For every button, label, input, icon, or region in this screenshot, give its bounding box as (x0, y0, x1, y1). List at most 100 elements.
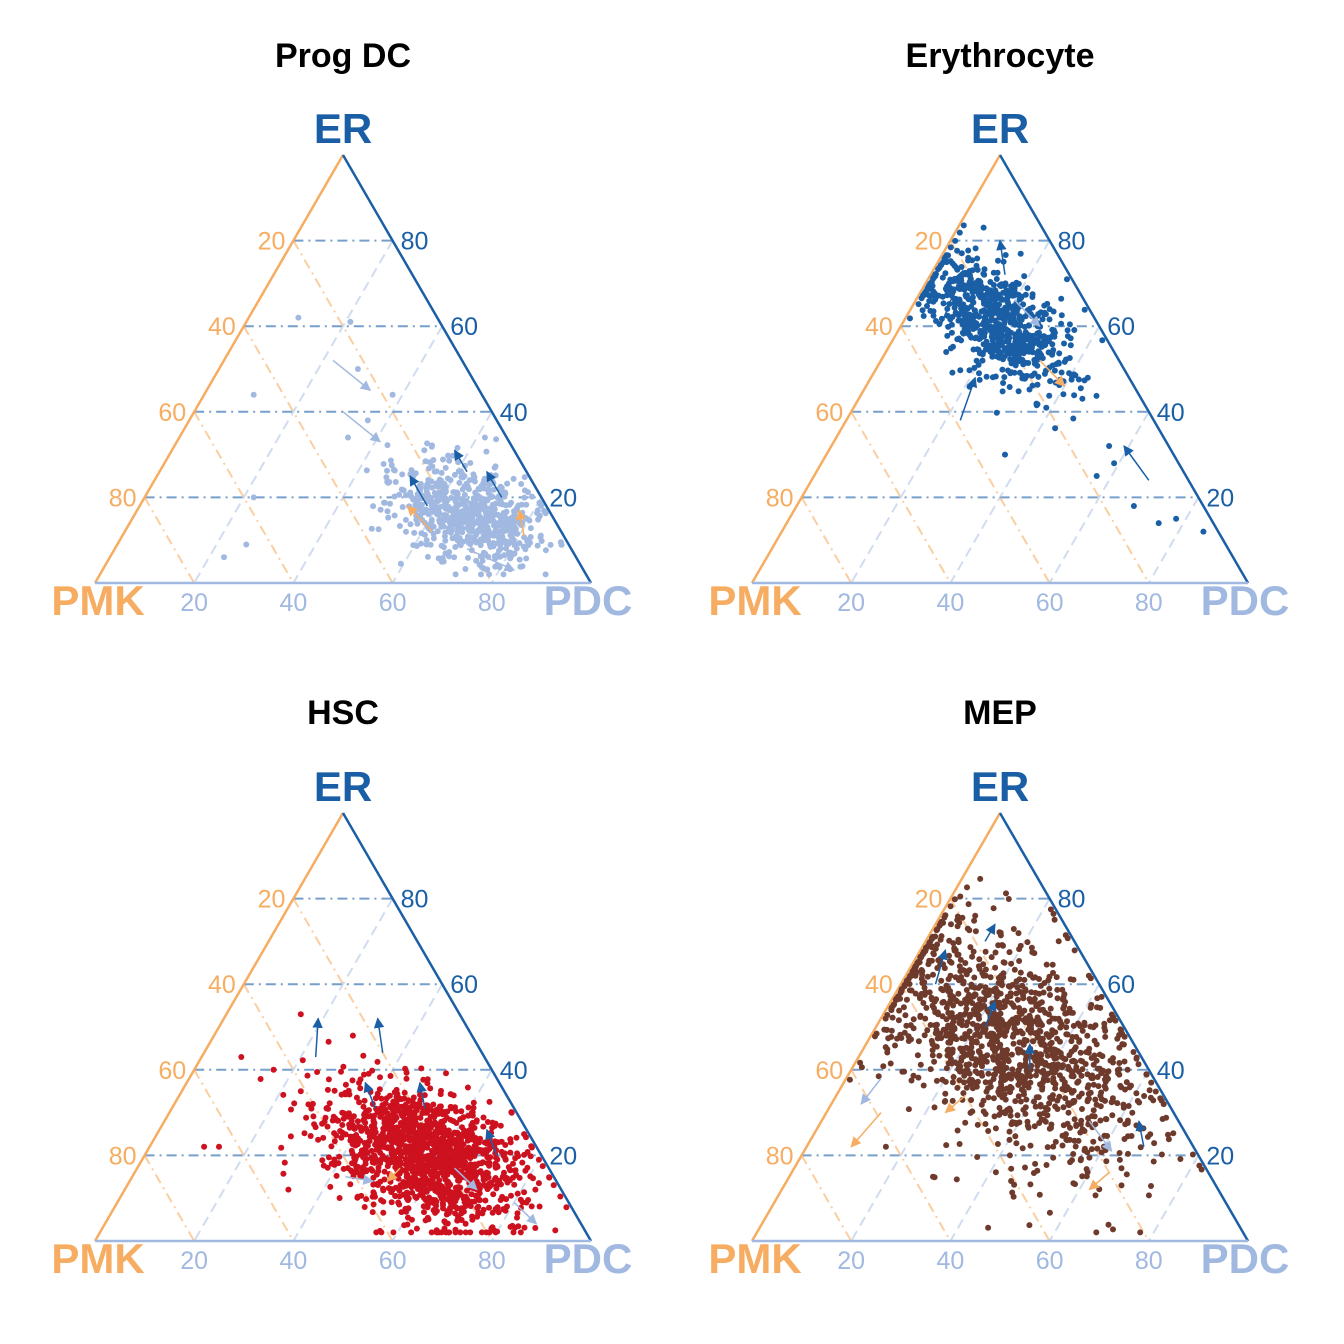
data-point (328, 1143, 335, 1150)
data-point (949, 1035, 956, 1042)
data-point (416, 1101, 423, 1108)
data-point (1000, 942, 1006, 949)
data-point (374, 1058, 381, 1065)
data-point (880, 1063, 887, 1070)
data-point (971, 984, 978, 991)
data-point (1022, 1015, 1029, 1022)
data-point (353, 1094, 360, 1101)
data-point (462, 1220, 469, 1227)
tick-label-er: 20 (549, 1142, 577, 1170)
data-point (410, 1144, 417, 1151)
data-point (996, 1053, 1003, 1060)
data-point-outlier (270, 1066, 277, 1073)
data-point (446, 519, 453, 526)
tick-label-pmk: 80 (109, 1142, 137, 1170)
data-point-outlier (297, 1011, 304, 1018)
data-point (423, 484, 430, 490)
data-point (346, 1124, 353, 1131)
data-point (532, 1186, 539, 1193)
data-point (1018, 314, 1025, 321)
data-point (412, 1138, 419, 1145)
data-point (324, 1164, 331, 1171)
data-point (952, 974, 959, 981)
data-point (377, 506, 384, 513)
data-point (974, 1121, 981, 1128)
data-point (942, 1078, 949, 1085)
panel-hsc: 20 20 20 40 40 40 60 60 60 80 80 80 ER PMK PDC HSC (51, 694, 632, 1282)
data-point (468, 1122, 475, 1129)
data-point (958, 337, 965, 344)
data-point (409, 1168, 416, 1175)
data-point (963, 1005, 970, 1012)
data-point (990, 905, 997, 912)
data-point (538, 502, 545, 509)
data-point (479, 557, 486, 564)
data-point (1070, 1057, 1077, 1064)
velocity-arrow (1135, 1120, 1146, 1147)
data-point (397, 560, 404, 567)
data-point (931, 1058, 938, 1065)
data-point (1084, 1084, 1091, 1091)
data-point (1125, 1133, 1131, 1140)
data-point (1105, 1221, 1112, 1228)
data-point (426, 1156, 433, 1163)
data-point (1049, 961, 1056, 968)
data-point (1006, 384, 1013, 390)
data-point (405, 1097, 412, 1104)
data-point (1088, 1146, 1095, 1153)
data-point (1060, 994, 1067, 1001)
tick-labels: 20 20 20 40 40 40 60 60 60 80 80 80 (109, 228, 577, 617)
data-point (1002, 252, 1009, 258)
data-point (526, 517, 533, 524)
data-point (1062, 1095, 1069, 1102)
data-point (423, 541, 430, 548)
edge-pmk (750, 154, 1002, 584)
data-point (1050, 1154, 1057, 1161)
data-point (484, 1119, 491, 1125)
data-point (1079, 1058, 1086, 1065)
data-point (1060, 391, 1067, 398)
data-point (473, 557, 480, 564)
vertex-label-pmk: PMK (51, 1235, 144, 1282)
data-point (974, 266, 981, 273)
data-point (411, 1133, 418, 1140)
data-point (421, 1131, 428, 1138)
data-point (1066, 1102, 1072, 1109)
data-point (956, 229, 963, 236)
data-point (1052, 1103, 1059, 1110)
data-point (946, 937, 953, 944)
data-point (518, 481, 525, 487)
data-point (884, 1012, 891, 1018)
data-point (1093, 1229, 1100, 1236)
data-point (947, 244, 954, 251)
data-point (483, 1140, 490, 1147)
data-point (442, 1163, 449, 1170)
data-point (386, 479, 393, 485)
data-point (1054, 1097, 1061, 1104)
data-point (420, 1137, 427, 1144)
data-point (391, 1137, 398, 1144)
data-point (431, 468, 438, 475)
data-point (1087, 1089, 1094, 1096)
data-point (1006, 1136, 1013, 1143)
data-point (452, 571, 459, 578)
data-point (527, 1153, 534, 1160)
data-point (339, 1122, 346, 1128)
data-point (502, 1155, 509, 1162)
vertex-label-pdc: PDC (1201, 577, 1290, 624)
data-point (1079, 1173, 1086, 1180)
data-point (1009, 1119, 1016, 1126)
data-point (1020, 995, 1027, 1002)
data-point (481, 501, 488, 508)
data-point (440, 544, 447, 551)
data-point (403, 1075, 410, 1082)
data-point (1045, 1011, 1052, 1018)
data-point (514, 1214, 520, 1221)
data-point (1043, 961, 1050, 968)
data-point (1047, 992, 1053, 998)
data-point (424, 1144, 431, 1151)
data-point (1063, 356, 1069, 363)
data-point (411, 529, 418, 536)
data-point (971, 364, 978, 371)
data-point (1098, 1089, 1105, 1096)
